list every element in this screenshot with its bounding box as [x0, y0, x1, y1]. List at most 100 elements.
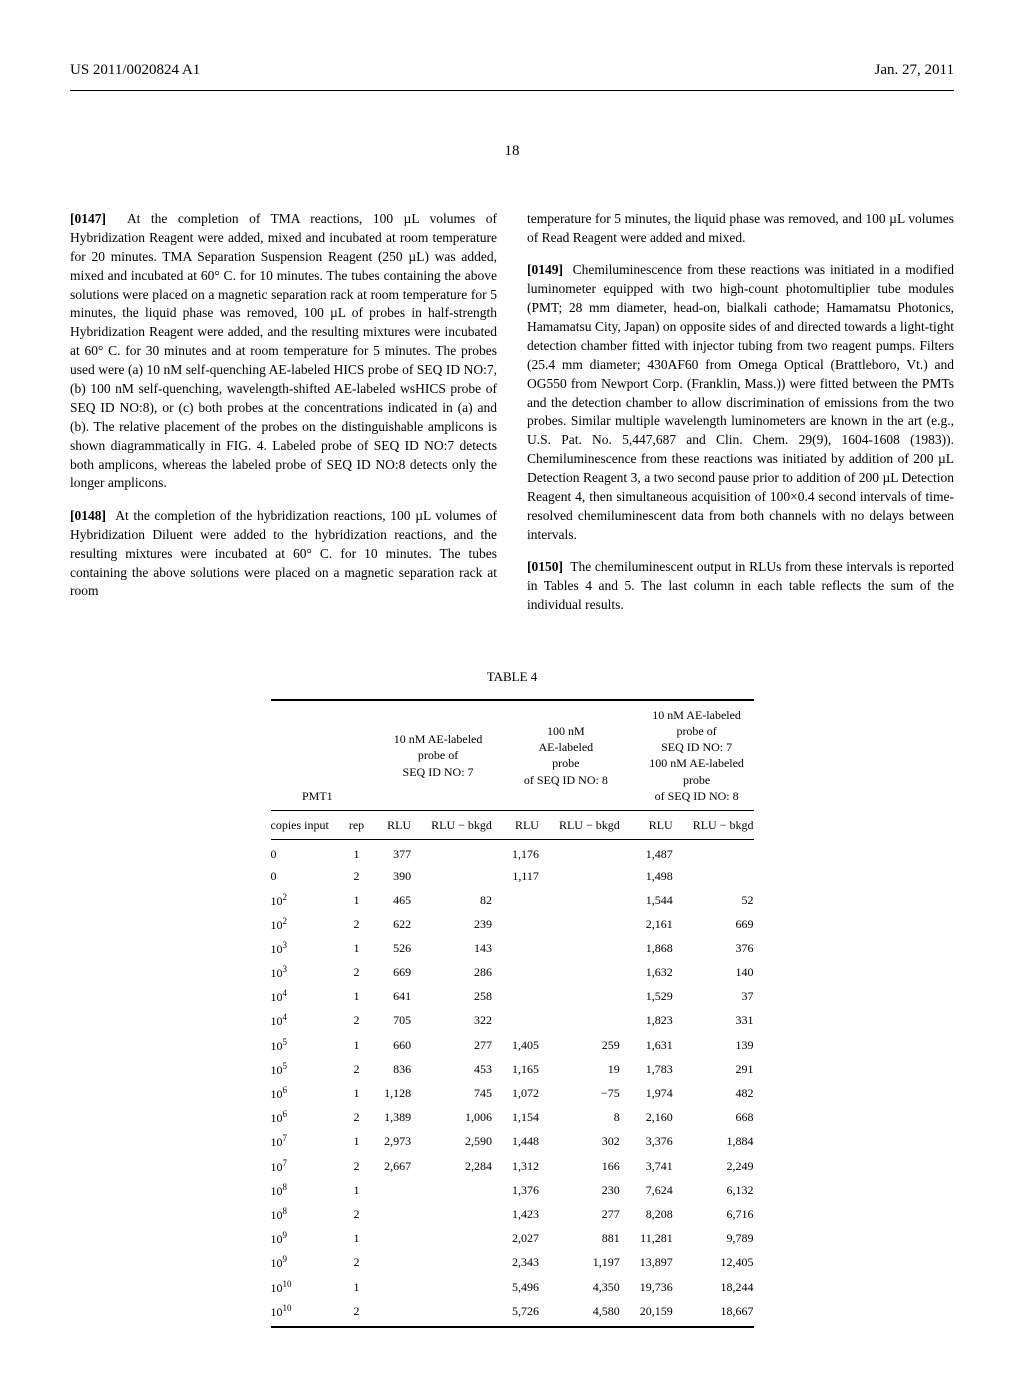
table-row: 023901,1171,498	[261, 865, 764, 887]
right-column: temperature for 5 minutes, the liquid ph…	[527, 197, 954, 629]
cell-r3: 2,160	[630, 1105, 683, 1129]
cell-copies: 0	[261, 843, 339, 865]
cell-b3: 12,405	[683, 1250, 764, 1274]
table-row: 10516602771,4052591,631139	[261, 1033, 764, 1057]
cell-r2	[502, 912, 549, 936]
cell-b2: 259	[549, 1033, 630, 1057]
page-number: 18	[70, 141, 954, 161]
doc-date: Jan. 27, 2011	[875, 60, 954, 80]
col-header-row: copies input rep RLU RLU − bkgd RLU RLU …	[261, 814, 764, 836]
table-row: 10416412581,52937	[261, 984, 764, 1008]
cell-b3: 2,249	[683, 1154, 764, 1178]
para-0149: [0149] Chemiluminescence from these reac…	[527, 261, 954, 544]
cell-b2: −75	[549, 1081, 630, 1105]
cell-r2	[502, 936, 549, 960]
table-row: 013771,1761,487	[261, 843, 764, 865]
cell-r3: 19,736	[630, 1275, 683, 1299]
cell-r2	[502, 984, 549, 1008]
cell-b2: 8	[549, 1105, 630, 1129]
cell-r2: 1,448	[502, 1129, 549, 1153]
table-row: 10611,1287451,072−751,974482	[261, 1081, 764, 1105]
cell-b3: 376	[683, 936, 764, 960]
cell-copies: 104	[261, 984, 339, 1008]
cell-r2: 1,072	[502, 1081, 549, 1105]
cell-r1	[374, 1275, 421, 1299]
cell-b2: 277	[549, 1202, 630, 1226]
cell-b2: 302	[549, 1129, 630, 1153]
table-row: 1021465821,54452	[261, 888, 764, 912]
cell-r2: 1,165	[502, 1057, 549, 1081]
group-header-2: 100 nM AE-labeled probe of SEQ ID NO: 8	[502, 704, 630, 807]
cell-r2: 1,423	[502, 1202, 549, 1226]
cell-rep: 1	[339, 843, 374, 865]
cell-rep: 2	[339, 1250, 374, 1274]
para-label: [0149]	[527, 262, 563, 277]
cell-b2: 4,350	[549, 1275, 630, 1299]
cell-b3	[683, 843, 764, 865]
para-label: [0148]	[70, 508, 106, 523]
cell-b3: 331	[683, 1008, 764, 1032]
cell-r2: 5,726	[502, 1299, 549, 1323]
cell-r1	[374, 1178, 421, 1202]
cell-r1: 705	[374, 1008, 421, 1032]
col-rlubkgd-3: RLU − bkgd	[683, 814, 764, 836]
cell-b1: 258	[421, 984, 502, 1008]
cell-r3: 1,632	[630, 960, 683, 984]
cell-r1: 622	[374, 912, 421, 936]
cell-copies: 1010	[261, 1275, 339, 1299]
cell-b3: 37	[683, 984, 764, 1008]
cell-r3: 3,376	[630, 1129, 683, 1153]
cell-b2	[549, 912, 630, 936]
left-column: [0147] At the completion of TMA reaction…	[70, 197, 497, 629]
cell-rep: 1	[339, 936, 374, 960]
cell-r2	[502, 888, 549, 912]
para-label: [0150]	[527, 559, 563, 574]
col-copies: copies input	[261, 814, 339, 836]
cell-r1: 669	[374, 960, 421, 984]
cell-b2: 881	[549, 1226, 630, 1250]
table-row: 10101 5,4964,35019,73618,244	[261, 1275, 764, 1299]
cell-r3: 1,529	[630, 984, 683, 1008]
cell-rep: 2	[339, 1057, 374, 1081]
cell-rep: 1	[339, 1129, 374, 1153]
cell-b3: 482	[683, 1081, 764, 1105]
cell-b1: 1,006	[421, 1105, 502, 1129]
cell-b3: 6,716	[683, 1202, 764, 1226]
cell-r3: 13,897	[630, 1250, 683, 1274]
para-0147: [0147] At the completion of TMA reaction…	[70, 210, 497, 493]
cell-b3: 139	[683, 1033, 764, 1057]
table-row: 10821,4232778,2086,716	[261, 1202, 764, 1226]
col-rlubkgd-1: RLU − bkgd	[421, 814, 502, 836]
cell-b1: 2,590	[421, 1129, 502, 1153]
cell-r3: 1,544	[630, 888, 683, 912]
cell-b2	[549, 1008, 630, 1032]
cell-copies: 1010	[261, 1299, 339, 1323]
cell-copies: 103	[261, 936, 339, 960]
cell-r3: 8,208	[630, 1202, 683, 1226]
cell-copies: 105	[261, 1033, 339, 1057]
cell-b3	[683, 865, 764, 887]
cell-r1: 641	[374, 984, 421, 1008]
col-rlu-2: RLU	[502, 814, 549, 836]
table-row: 10712,9732,5901,4483023,3761,884	[261, 1129, 764, 1153]
cell-copies: 107	[261, 1154, 339, 1178]
cell-b1: 2,284	[421, 1154, 502, 1178]
cell-b1: 322	[421, 1008, 502, 1032]
cell-b3: 18,244	[683, 1275, 764, 1299]
cell-r2: 2,027	[502, 1226, 549, 1250]
table-row: 10315261431,868376	[261, 936, 764, 960]
cell-r1: 660	[374, 1033, 421, 1057]
cell-r2	[502, 960, 549, 984]
cell-rep: 1	[339, 1275, 374, 1299]
cell-b2	[549, 888, 630, 912]
table-row: 10427053221,823331	[261, 1008, 764, 1032]
cell-rep: 1	[339, 1081, 374, 1105]
cell-r2: 1,154	[502, 1105, 549, 1129]
cell-b1: 143	[421, 936, 502, 960]
cell-copies: 106	[261, 1081, 339, 1105]
cell-r2: 5,496	[502, 1275, 549, 1299]
cell-r1: 2,973	[374, 1129, 421, 1153]
para-text: temperature for 5 minutes, the liquid ph…	[527, 211, 954, 245]
cell-r3: 1,823	[630, 1008, 683, 1032]
cell-copies: 108	[261, 1178, 339, 1202]
